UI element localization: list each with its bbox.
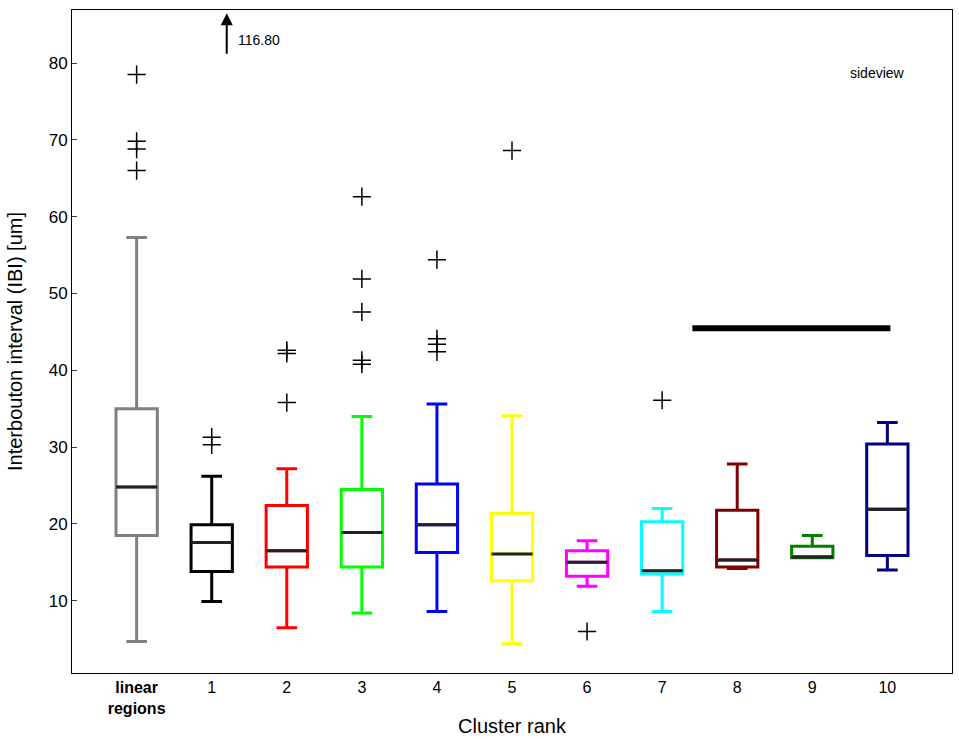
svg-text:3: 3 xyxy=(357,679,366,696)
svg-text:9: 9 xyxy=(808,679,817,696)
svg-text:Interbouton interval (IBI) [um: Interbouton interval (IBI) [um] xyxy=(4,212,26,471)
svg-text:10: 10 xyxy=(878,679,896,696)
svg-text:60: 60 xyxy=(49,208,68,227)
svg-text:50: 50 xyxy=(49,284,68,303)
svg-text:116.80: 116.80 xyxy=(238,32,280,48)
svg-text:70: 70 xyxy=(49,131,68,150)
svg-text:30: 30 xyxy=(49,438,68,457)
svg-text:4: 4 xyxy=(432,679,441,696)
svg-text:1: 1 xyxy=(207,679,216,696)
svg-text:20: 20 xyxy=(49,515,68,534)
svg-text:6: 6 xyxy=(583,679,592,696)
svg-text:linearregions: linearregions xyxy=(108,679,166,717)
svg-text:7: 7 xyxy=(658,679,667,696)
svg-text:2: 2 xyxy=(282,679,291,696)
svg-text:80: 80 xyxy=(49,54,68,73)
svg-text:5: 5 xyxy=(508,679,517,696)
svg-text:Cluster rank: Cluster rank xyxy=(458,715,567,737)
svg-text:8: 8 xyxy=(733,679,742,696)
svg-text:40: 40 xyxy=(49,361,68,380)
svg-text:10: 10 xyxy=(49,592,68,611)
svg-text:sideview: sideview xyxy=(850,65,905,81)
